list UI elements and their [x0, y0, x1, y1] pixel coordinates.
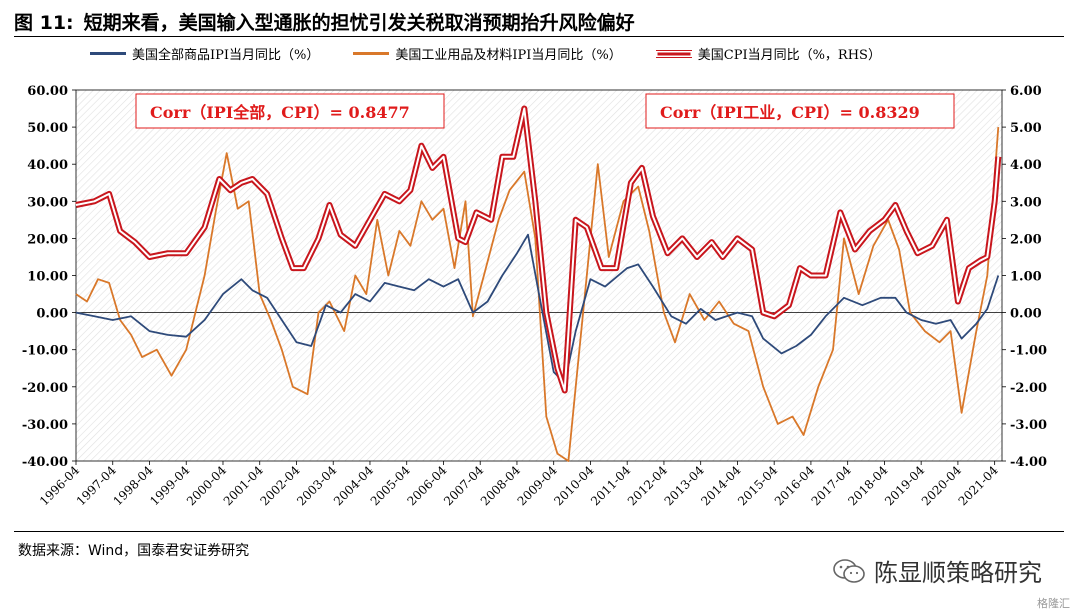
- y-left-tick-label: -10.00: [22, 344, 68, 359]
- legend-label-cpi: 美国CPI当月同比（%，RHS）: [697, 48, 881, 63]
- series-layer: [75, 105, 1002, 462]
- wechat-icon: [833, 558, 865, 583]
- series-0-line: [75, 233, 1000, 384]
- chart-legend: 美国全部商品IPI当月同比（%） 美国工业用品及材料IPI当月同比（%） 美国C…: [90, 44, 881, 63]
- legend-item-ind: 美国工业用品及材料IPI当月同比（%）: [353, 44, 622, 63]
- source-note: 数据来源：Wind，国泰君安证券研究: [18, 543, 250, 559]
- legend-item-cpi: 美国CPI当月同比（%，RHS）: [655, 44, 881, 63]
- y-right-tick-label: -3.00: [1010, 418, 1047, 433]
- legend-swatch-cpi: [655, 49, 692, 58]
- watermark: 陈显顺策略研究: [832, 553, 1042, 588]
- legend-item-all: 美国全部商品IPI当月同比（%）: [90, 44, 319, 63]
- figure-number: 图 11:: [14, 12, 74, 34]
- annotation-1: Corr（IPI全部，CPI）= 0.8477: [135, 93, 445, 129]
- y-left-tick-label: 40.00: [27, 158, 68, 173]
- legend-label-all: 美国全部商品IPI当月同比（%）: [132, 48, 320, 63]
- corner-mark: 格隆汇: [1037, 597, 1070, 610]
- y-right-tick-label: 5.00: [1010, 121, 1042, 136]
- bottom-rule: [14, 531, 1064, 532]
- annotation-1-text: Corr（IPI全部，CPI）= 0.8477: [150, 103, 410, 122]
- legend-swatch-all: [90, 52, 126, 55]
- series-0-path: [75, 233, 1000, 384]
- legend-label-ind: 美国工业用品及材料IPI当月同比（%）: [395, 48, 622, 63]
- y-left-tick-label: 0.00: [36, 307, 68, 322]
- y-right-tick-label: -2.00: [1010, 381, 1047, 396]
- plot-background: [76, 90, 1002, 461]
- y-left-tick-label: 60.00: [27, 84, 68, 99]
- y-left-tick-label: 20.00: [27, 232, 68, 247]
- y-right-tick-label: 0.00: [1010, 307, 1042, 322]
- figure-title-text: 短期来看，美国输入型通胀的担忧引发关税取消预期抬升风险偏好: [83, 12, 635, 34]
- watermark-text: 陈显顺策略研究: [874, 559, 1042, 587]
- y-left-tick-label: -20.00: [22, 381, 68, 396]
- annotation-2-text: Corr（IPI工业，CPI）= 0.8329: [660, 103, 920, 122]
- series-1-line: [75, 127, 1000, 462]
- y-left-tick-label: 30.00: [27, 195, 68, 210]
- y-right-tick-label: 6.00: [1010, 84, 1042, 99]
- y-left-tick-label: 10.00: [27, 270, 68, 285]
- y-right-tick-label: 4.00: [1010, 158, 1042, 173]
- y-right-tick-label: 2.00: [1010, 232, 1042, 247]
- series-2-line: [75, 105, 1002, 394]
- y-right-tick-label: -1.00: [1010, 344, 1047, 359]
- line-chart: 60.00 50.00 40.00 30.00 20.00 10.00 0.00 -10.00…: [22, 84, 1047, 508]
- y-right-tick-label: -4.00: [1010, 455, 1047, 470]
- x-tick-label: 2021-04: [956, 463, 1001, 508]
- top-rule: [14, 36, 1064, 37]
- y-axis-left: 60.00 50.00 40.00 30.00 20.00 10.00 0.00 -10.00…: [22, 84, 76, 470]
- legend-swatch-ind: [353, 52, 390, 55]
- figure-title: 图 11: 短期来看，美国输入型通胀的担忧引发关税取消预期抬升风险偏好: [14, 8, 635, 35]
- x-axis: 1996-041997-041998-041999-042000-042001-…: [37, 461, 1001, 508]
- series-1-path: [75, 127, 1000, 462]
- cpi-line-inner: [75, 107, 1000, 392]
- y-left-tick-label: -40.00: [22, 455, 68, 470]
- y-right-tick-label: 1.00: [1010, 270, 1042, 285]
- y-left-tick-label: -30.00: [22, 418, 68, 433]
- annotation-2: Corr（IPI工业，CPI）= 0.8329: [645, 93, 955, 129]
- y-axis-right: 6.00 5.00 4.00 3.00 2.00 1.00 0.00 -1.00 -2.00 -3…: [1002, 84, 1047, 470]
- y-right-tick-label: 3.00: [1010, 195, 1042, 210]
- y-left-tick-label: 50.00: [27, 121, 68, 136]
